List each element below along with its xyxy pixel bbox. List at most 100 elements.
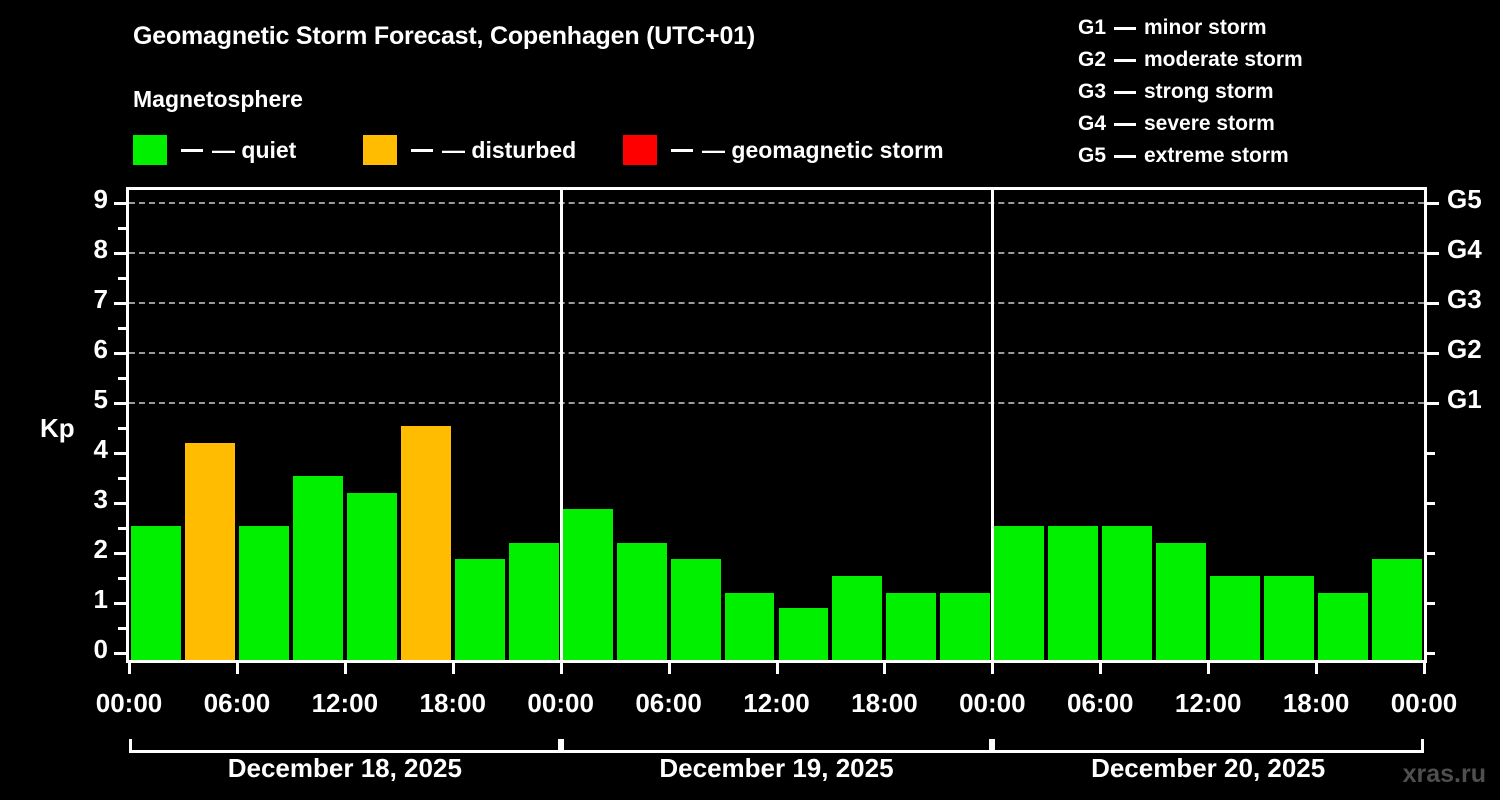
- g-tick-g2: [1427, 352, 1439, 355]
- g-tick-minor: [1427, 552, 1435, 555]
- g-scale-legend: G1 minor storm G2 moderate storm G3 strong st…: [1078, 12, 1303, 172]
- y-tick-0: [114, 652, 126, 655]
- x-tick-label: 12:00: [743, 688, 810, 718]
- x-tick-label: 06:00: [203, 688, 271, 718]
- g-key-label: extreme storm: [1144, 144, 1289, 167]
- y-tick-label: 6: [93, 334, 108, 364]
- bar[interactable]: [940, 592, 991, 660]
- bar[interactable]: [292, 476, 343, 660]
- bar[interactable]: [670, 559, 721, 660]
- y-tick-5: [114, 402, 126, 405]
- x-tick-label: 18:00: [851, 688, 918, 718]
- legend-dash-icon: [671, 148, 693, 152]
- x-tick-label: 06:00: [1067, 688, 1134, 718]
- bar[interactable]: [994, 525, 1045, 660]
- bar[interactable]: [454, 559, 505, 660]
- x-tick-label: 00:00: [95, 688, 163, 718]
- bar[interactable]: [1318, 592, 1369, 660]
- gridline-kp-8: [129, 252, 1424, 254]
- y-tick-minor: [118, 527, 126, 530]
- x-tick: [343, 663, 347, 674]
- y-tick-label: 1: [93, 584, 108, 614]
- y-tick-7: [114, 302, 126, 305]
- x-tick-label: 18:00: [419, 688, 487, 718]
- bar[interactable]: [400, 426, 451, 660]
- day-label: December 19, 2025: [659, 753, 894, 783]
- y-tick-label: 8: [93, 234, 108, 264]
- g-key-row-g2: G2 moderate storm: [1078, 44, 1303, 76]
- g-key-row-g1: G1 minor storm: [1078, 12, 1303, 44]
- y-tick-minor: [118, 327, 126, 330]
- day-bracket: [560, 739, 993, 753]
- y-tick-label: 4: [93, 434, 108, 464]
- y-tick-minor: [118, 227, 126, 230]
- legend-label: — quiet: [212, 136, 297, 163]
- bar[interactable]: [562, 508, 613, 660]
- gridline-kp-5: [129, 402, 1424, 404]
- g-tick-minor: [1427, 602, 1435, 605]
- bar[interactable]: [184, 442, 235, 660]
- gridline-kp-7: [129, 302, 1424, 304]
- g-tick-label: G2: [1447, 334, 1482, 364]
- g-key-code: G2: [1078, 48, 1107, 71]
- bar[interactable]: [131, 526, 181, 660]
- x-tick: [1207, 663, 1211, 674]
- y-tick-minor: [118, 577, 126, 580]
- legend-dash-icon: [181, 148, 203, 152]
- bar[interactable]: [1156, 542, 1207, 660]
- y-tick-minor: [118, 627, 126, 630]
- bar[interactable]: [1372, 559, 1422, 660]
- y-tick-6: [114, 352, 126, 355]
- day-bracket: [129, 739, 561, 753]
- day-divider: [991, 190, 995, 660]
- g-tick-g3: [1427, 302, 1439, 305]
- plot-area: [126, 187, 1427, 663]
- bar[interactable]: [886, 592, 937, 660]
- g-key-code: G1: [1078, 16, 1107, 39]
- bar-series: [129, 190, 1424, 660]
- bar[interactable]: [346, 493, 397, 660]
- series-title: Magnetosphere: [133, 86, 303, 112]
- bar[interactable]: [616, 543, 667, 660]
- legend-swatch-quiet-icon: [133, 135, 167, 165]
- g-key-label: strong storm: [1144, 80, 1274, 103]
- legend-dash-icon: [411, 148, 433, 152]
- x-tick: [1099, 663, 1103, 674]
- y-tick-minor: [118, 427, 126, 430]
- g-tick-label: G4: [1447, 234, 1482, 264]
- g-tick-g1: [1427, 402, 1439, 405]
- y-tick-label: 9: [93, 184, 108, 214]
- bar[interactable]: [1102, 525, 1153, 660]
- legend-label: — geomagnetic storm: [702, 136, 944, 163]
- bar[interactable]: [1264, 576, 1315, 660]
- g-tick-label: G5: [1447, 184, 1482, 214]
- bar[interactable]: [238, 525, 289, 660]
- legend-item-quiet: — quiet: [133, 133, 296, 167]
- y-tick-label: 7: [93, 284, 108, 314]
- y-tick-2: [114, 552, 126, 555]
- x-tick: [775, 663, 779, 674]
- bar[interactable]: [778, 608, 829, 660]
- page-title: Geomagnetic Storm Forecast, Copenhagen (…: [133, 22, 755, 50]
- y-tick-1: [114, 602, 126, 605]
- bar[interactable]: [832, 576, 883, 660]
- x-tick-label: 00:00: [959, 688, 1026, 718]
- y-tick-label: 2: [93, 534, 108, 564]
- bar[interactable]: [724, 592, 775, 660]
- x-tick-label: 18:00: [1282, 688, 1350, 718]
- y-tick-4: [114, 452, 126, 455]
- g-tick-minor: [1427, 502, 1435, 505]
- legend-label: — disturbed: [442, 136, 577, 163]
- bar[interactable]: [508, 542, 559, 660]
- x-tick: [1315, 663, 1319, 674]
- bar[interactable]: [1048, 525, 1099, 660]
- g-tick-minor: [1427, 452, 1435, 455]
- x-tick: [235, 663, 239, 674]
- g-key-dash-icon: [1114, 26, 1136, 30]
- bar[interactable]: [1210, 576, 1261, 660]
- day-label: December 20, 2025: [1091, 753, 1326, 783]
- g-key-row-g4: G4 severe storm: [1078, 108, 1303, 140]
- legend-swatch-storm-icon: [623, 135, 657, 165]
- legend-item-storm: — geomagnetic storm: [623, 133, 944, 167]
- x-tick-label: 00:00: [527, 688, 594, 718]
